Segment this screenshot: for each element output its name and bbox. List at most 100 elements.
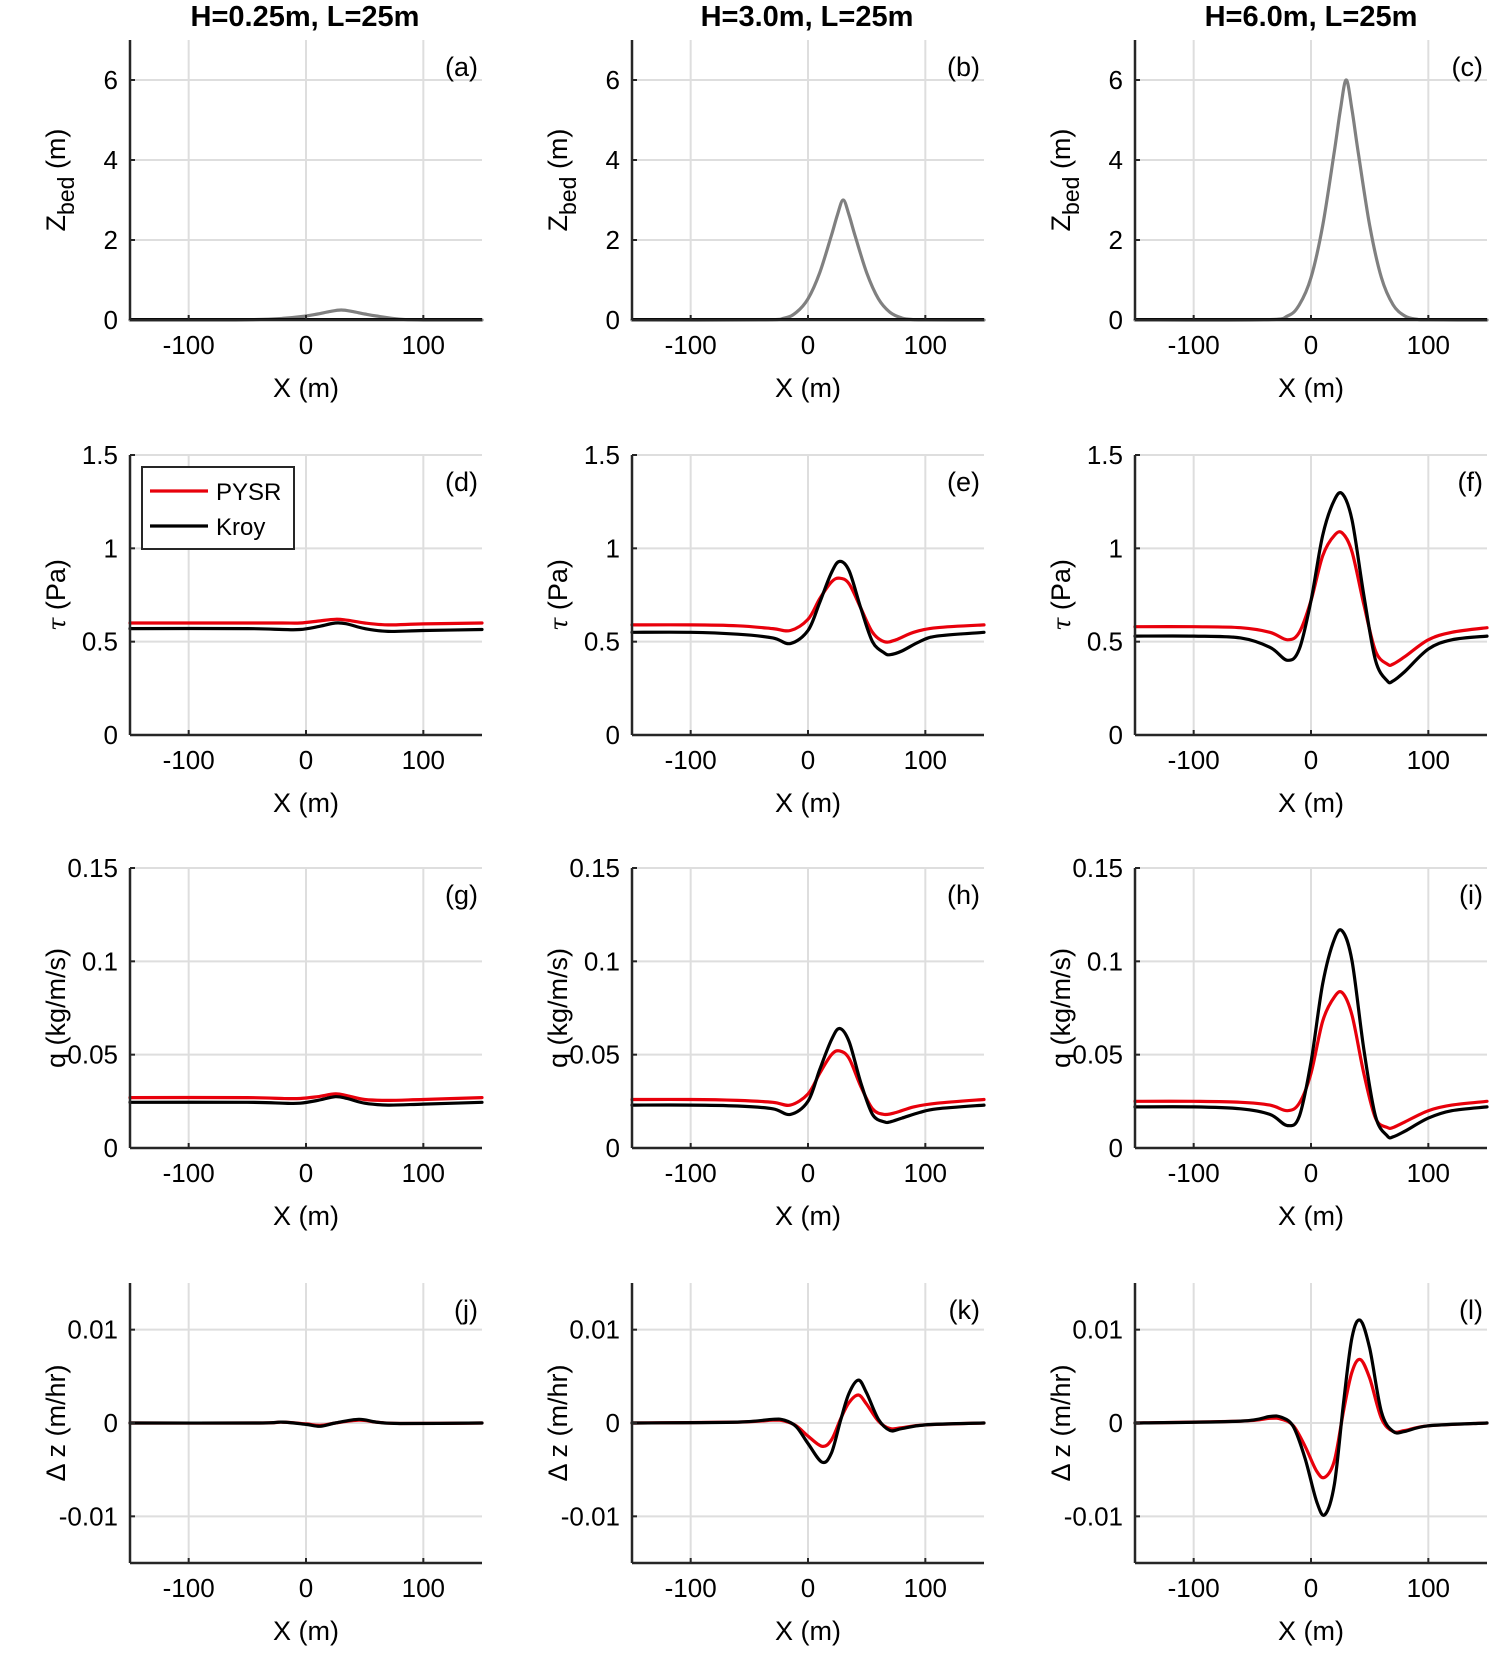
y-tick-label: 0.01 (67, 1315, 118, 1345)
y-tick-label: 6 (104, 65, 118, 95)
x-tick-label: -100 (665, 745, 717, 775)
y-axis-label: Zbed (m) (1046, 129, 1084, 232)
x-tick-label: -100 (1168, 745, 1220, 775)
y-tick-label: 0 (606, 720, 620, 750)
panel-a: -100 0 100 0 2 4 6 X (m) Zbed (m) (a) (41, 40, 484, 403)
y-axis-label: q (kg/m/s) (1046, 948, 1076, 1068)
panel-l: -100 0 100 -0.01 0 0.01 X (m) Δ z (m/hr) (l) (1046, 1283, 1489, 1646)
panel-label: (e) (947, 467, 980, 497)
panel-j: -100 0 100 -0.01 0 0.01 X (m) Δ z (m/hr) (j) (41, 1283, 484, 1646)
panel-d: -100 0 100 0 0.5 1 1.5 X (m) τ (Pa) (d) PYSR Kroy (41, 440, 484, 818)
y-tick-label: 0.05 (569, 1040, 620, 1070)
y-tick-label: 0 (1109, 1133, 1123, 1163)
panel-label: (a) (445, 52, 478, 82)
x-tick-label: -100 (163, 745, 215, 775)
column-title-3: H=6.0m, L=25m (1205, 1, 1418, 33)
x-tick-label: 100 (1407, 1573, 1450, 1603)
panel-k: -100 0 100 -0.01 0 0.01 X (m) Δ z (m/hr) (k) (543, 1283, 986, 1646)
y-tick-label: 0.5 (82, 627, 118, 657)
y-tick-label: 1.5 (584, 440, 620, 470)
y-axis-label: τ (Pa) (41, 559, 71, 631)
x-tick-label: 0 (801, 1158, 815, 1188)
y-tick-label: 0.15 (67, 853, 118, 883)
y-axis-label: τ (Pa) (543, 559, 573, 631)
panel-e: -100 0 100 0 0.5 1 1.5 X (m) τ (Pa) (e) (543, 440, 986, 818)
panel-label: (i) (1459, 880, 1483, 910)
legend-label: PYSR (216, 479, 281, 506)
column-titles: H=0.25m, L=25m H=3.0m, L=25m H=6.0m, L=2… (191, 1, 1418, 33)
panel-label: (h) (947, 880, 980, 910)
series-line-kroy (1133, 928, 1489, 1140)
y-axis-label: Zbed (m) (41, 129, 79, 232)
series-line-pysr (630, 1049, 986, 1117)
x-axis-label: X (m) (1278, 1616, 1344, 1646)
y-tick-label: 0.01 (1072, 1315, 1123, 1345)
y-tick-label: 2 (606, 225, 620, 255)
y-tick-label: 0.05 (1072, 1040, 1123, 1070)
x-tick-label: 0 (1304, 1573, 1318, 1603)
series-line-kroy (630, 559, 986, 657)
y-tick-label: -0.01 (1064, 1501, 1123, 1531)
x-tick-label: 0 (1304, 1158, 1318, 1188)
x-tick-label: 100 (402, 745, 445, 775)
y-axis-label: Δ z (m/hr) (41, 1364, 71, 1481)
y-axis-label: q (kg/m/s) (41, 948, 71, 1068)
y-tick-label: 4 (1109, 145, 1123, 175)
x-tick-label: 0 (299, 1573, 313, 1603)
x-tick-label: 100 (402, 330, 445, 360)
series-line-pysr (630, 576, 986, 644)
y-tick-label: 0.1 (82, 946, 118, 976)
y-axis-label: τ (Pa) (1046, 559, 1076, 631)
x-tick-label: 100 (402, 1158, 445, 1188)
x-tick-label: 0 (801, 330, 815, 360)
y-tick-label: -0.01 (561, 1501, 620, 1531)
panel-label: (c) (1452, 52, 1483, 82)
legend: PYSR Kroy (141, 466, 295, 550)
panel-label: (l) (1459, 1295, 1483, 1325)
x-tick-label: 100 (1407, 745, 1450, 775)
series-line-kroy (128, 1417, 484, 1428)
y-tick-label: 1 (1109, 533, 1123, 563)
x-tick-label: 0 (801, 1573, 815, 1603)
x-axis-label: X (m) (273, 373, 339, 403)
x-tick-label: 100 (904, 1573, 947, 1603)
y-tick-label: 0 (1109, 1408, 1123, 1438)
x-tick-label: 0 (1304, 330, 1318, 360)
y-tick-label: 6 (606, 65, 620, 95)
series-line-kroy (128, 1095, 484, 1107)
series-line-pysr (1133, 530, 1489, 667)
x-tick-label: -100 (665, 1573, 717, 1603)
series-line-kroy (1133, 1318, 1489, 1517)
series-line-kroy (630, 1026, 986, 1125)
x-tick-label: -100 (163, 1573, 215, 1603)
panel-label: (g) (445, 880, 478, 910)
panel-c: -100 0 100 0 2 4 6 X (m) Zbed (m) (c) (1046, 40, 1489, 403)
series-line-pysr (128, 1092, 484, 1102)
panel-label: (f) (1458, 467, 1483, 497)
y-tick-label: 2 (104, 225, 118, 255)
x-axis-label: X (m) (775, 788, 841, 818)
series-line-pysr (1133, 990, 1489, 1130)
x-axis-label: X (m) (273, 1616, 339, 1646)
panel-label: (d) (445, 467, 478, 497)
y-tick-label: 0 (606, 1408, 620, 1438)
panel-label: (j) (454, 1295, 478, 1325)
panel-f: -100 0 100 0 0.5 1 1.5 X (m) τ (Pa) (f) (1046, 440, 1489, 818)
y-tick-label: 0 (606, 1133, 620, 1163)
y-tick-label: 0.5 (584, 627, 620, 657)
series-line-kroy (630, 1378, 986, 1465)
y-tick-label: 0 (1109, 720, 1123, 750)
y-axis-label: q (kg/m/s) (543, 948, 573, 1068)
x-axis-label: X (m) (273, 1201, 339, 1231)
y-tick-label: 0.01 (569, 1315, 620, 1345)
x-tick-label: 100 (1407, 1158, 1450, 1188)
column-title-2: H=3.0m, L=25m (701, 1, 914, 33)
y-axis-label: Δ z (m/hr) (543, 1364, 573, 1481)
series-line-pysr (128, 617, 484, 627)
x-axis-label: X (m) (775, 373, 841, 403)
legend-label: Kroy (216, 514, 265, 541)
panel-i: -100 0 100 0 0.05 0.1 0.15 X (m) q (kg/m/s) (i) (1046, 853, 1489, 1231)
legend-box (141, 466, 295, 550)
